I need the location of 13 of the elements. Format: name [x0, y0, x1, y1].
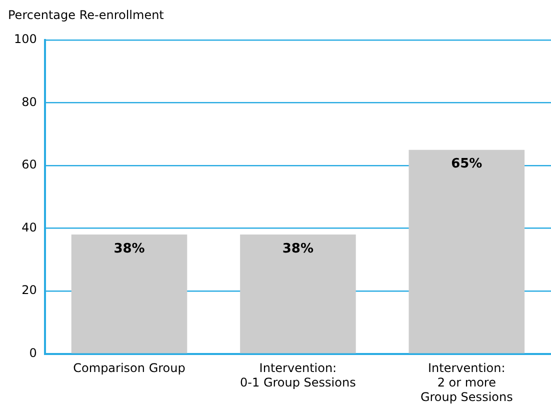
x-tick-label: Intervention: 0-1 Group Sessions [240, 361, 356, 390]
y-tick-label: 0 [29, 346, 37, 360]
x-tick-label: Intervention: 2 or more Group Sessions [420, 361, 513, 404]
y-tick-label: 60 [22, 158, 37, 172]
y-tick-label: 100 [14, 32, 37, 46]
y-tick-label: 80 [22, 94, 37, 109]
data-label: 38% [282, 241, 314, 256]
y-axis-title: Percentage Re-enrollment [8, 8, 164, 22]
y-tick-label: 40 [22, 220, 37, 234]
data-label: 38% [114, 241, 145, 256]
y-tick-label: 20 [22, 283, 37, 298]
x-tick-label: Comparison Group [73, 361, 186, 376]
data-label: 65% [451, 156, 482, 172]
